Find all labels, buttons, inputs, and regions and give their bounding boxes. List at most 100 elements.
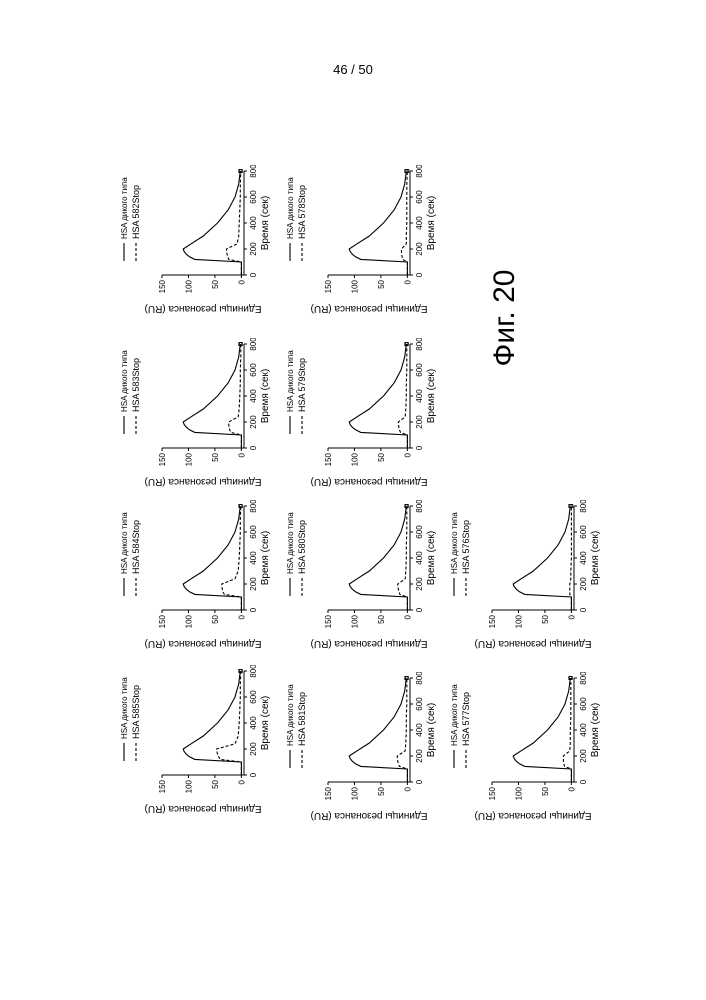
y-tick-label: 0 — [567, 786, 576, 791]
series-line-wildtype — [349, 344, 407, 448]
x-tick-label: 400 — [249, 551, 258, 565]
y-axis-label: Единицы резонанса (RU) — [311, 810, 428, 821]
x-tick-label: 600 — [415, 190, 424, 204]
x-tick-label: 400 — [415, 216, 424, 230]
x-tick-label: 200 — [415, 415, 424, 429]
chart-panel: 0200400600800050100150Время (сек)Единицы… — [278, 672, 446, 822]
x-tick-label: 400 — [415, 389, 424, 403]
rotated-plot: 0200400600800050100150Время (сек)Единицы… — [120, 500, 271, 649]
legend-label: HSA 577Stop — [461, 692, 471, 746]
y-tick-label: 100 — [184, 452, 193, 466]
y-axis-label: Единицы резонанса (RU) — [311, 303, 428, 314]
series-line-wildtype — [183, 506, 241, 610]
x-axis-label: Время (сек) — [426, 703, 437, 757]
x-tick-label: 800 — [415, 672, 424, 685]
y-tick-label: 150 — [324, 452, 333, 466]
x-tick-label: 0 — [415, 445, 424, 450]
x-axis-label: Время (сек) — [426, 531, 437, 585]
y-tick-label: 0 — [403, 786, 412, 791]
chart-panel: 0200400600800050100150Время (сек)Единицы… — [112, 338, 280, 488]
x-tick-label: 400 — [579, 551, 588, 565]
x-tick-label: 400 — [415, 551, 424, 565]
y-tick-label: 150 — [488, 786, 497, 800]
series-line-wildtype — [513, 506, 571, 610]
y-axis-label: Единицы резонанса (RU) — [145, 638, 262, 649]
rotated-plot: 0200400600800050100150Время (сек)Единицы… — [120, 665, 271, 814]
y-tick-label: 50 — [377, 614, 386, 623]
y-tick-label: 100 — [184, 614, 193, 628]
rotated-plot: 0200400600800050100150Время (сек)Единицы… — [286, 165, 437, 314]
y-tick-label: 150 — [324, 614, 333, 628]
legend-label: HSA дикого типа — [450, 684, 459, 746]
series-line-wildtype — [513, 678, 571, 782]
legend-label: HSA 579Stop — [297, 358, 307, 412]
y-tick-label: 100 — [350, 614, 359, 628]
rotated-plot: 0200400600800050100150Время (сек)Единицы… — [120, 338, 271, 487]
series-line-mutant — [397, 678, 407, 782]
x-axis-label: Время (сек) — [426, 369, 437, 423]
y-tick-label: 100 — [514, 786, 523, 800]
y-axis-label: Единицы резонанса (RU) — [145, 803, 262, 814]
y-tick-label: 150 — [324, 786, 333, 800]
x-tick-label: 800 — [579, 672, 588, 685]
series-line-mutant — [398, 344, 407, 448]
chart-svg: 0200400600800050100150Время (сек)Единицы… — [278, 500, 446, 650]
y-tick-label: 150 — [324, 279, 333, 293]
legend-label: HSA 585Stop — [131, 685, 141, 739]
y-tick-label: 150 — [158, 279, 167, 293]
x-tick-label: 600 — [415, 525, 424, 539]
y-tick-label: 0 — [403, 279, 412, 284]
y-tick-label: 50 — [541, 786, 550, 795]
y-tick-label: 50 — [211, 279, 220, 288]
legend-label: HSA 580Stop — [297, 520, 307, 574]
chart-svg: 0200400600800050100150Время (сек)Единицы… — [112, 165, 280, 315]
legend-label: HSA дикого типа — [286, 177, 295, 239]
x-tick-label: 800 — [249, 500, 258, 513]
y-tick-label: 50 — [541, 614, 550, 623]
y-tick-label: 50 — [377, 452, 386, 461]
legend-label: HSA дикого типа — [120, 177, 129, 239]
x-tick-label: 600 — [415, 697, 424, 711]
y-tick-label: 0 — [403, 614, 412, 619]
x-axis-label: Время (сек) — [590, 531, 601, 585]
series-line-mutant — [227, 171, 242, 275]
x-tick-label: 400 — [249, 716, 258, 730]
series-line-wildtype — [349, 506, 407, 610]
x-tick-label: 600 — [415, 363, 424, 377]
x-tick-label: 400 — [415, 723, 424, 737]
series-line-mutant — [570, 506, 572, 610]
x-tick-label: 600 — [249, 190, 258, 204]
y-axis-label: Единицы резонанса (RU) — [311, 476, 428, 487]
rotated-plot: 0200400600800050100150Время (сек)Единицы… — [450, 500, 601, 649]
legend-label: HSA дикого типа — [120, 677, 129, 739]
chart-panel: 0200400600800050100150Время (сек)Единицы… — [112, 500, 280, 650]
y-tick-label: 150 — [158, 779, 167, 793]
legend-label: HSA дикого типа — [286, 512, 295, 574]
legend-label: HSA 582Stop — [131, 185, 141, 239]
y-tick-label: 100 — [350, 279, 359, 293]
x-tick-label: 200 — [579, 577, 588, 591]
series-line-wildtype — [349, 171, 407, 275]
chart-svg: 0200400600800050100150Время (сек)Единицы… — [278, 338, 446, 488]
legend-label: HSA дикого типа — [286, 684, 295, 746]
chart-panel: 0200400600800050100150Время (сек)Единицы… — [442, 500, 610, 650]
series-line-mutant — [398, 506, 408, 610]
y-tick-label: 100 — [184, 779, 193, 793]
x-tick-label: 600 — [579, 525, 588, 539]
x-tick-label: 600 — [249, 363, 258, 377]
x-tick-label: 800 — [415, 165, 424, 178]
series-line-wildtype — [183, 671, 241, 775]
y-tick-label: 0 — [237, 779, 246, 784]
chart-svg: 0200400600800050100150Время (сек)Единицы… — [112, 500, 280, 650]
x-tick-label: 400 — [579, 723, 588, 737]
rotated-plot: 0200400600800050100150Время (сек)Единицы… — [286, 500, 437, 649]
legend-label: HSA дикого типа — [286, 350, 295, 412]
x-tick-label: 600 — [249, 525, 258, 539]
y-tick-label: 0 — [237, 279, 246, 284]
x-tick-label: 0 — [415, 607, 424, 612]
y-tick-label: 50 — [211, 452, 220, 461]
y-tick-label: 50 — [211, 614, 220, 623]
x-tick-label: 200 — [249, 242, 258, 256]
x-axis-label: Время (сек) — [590, 703, 601, 757]
rotated-plot: 0200400600800050100150Время (сек)Единицы… — [286, 338, 437, 487]
